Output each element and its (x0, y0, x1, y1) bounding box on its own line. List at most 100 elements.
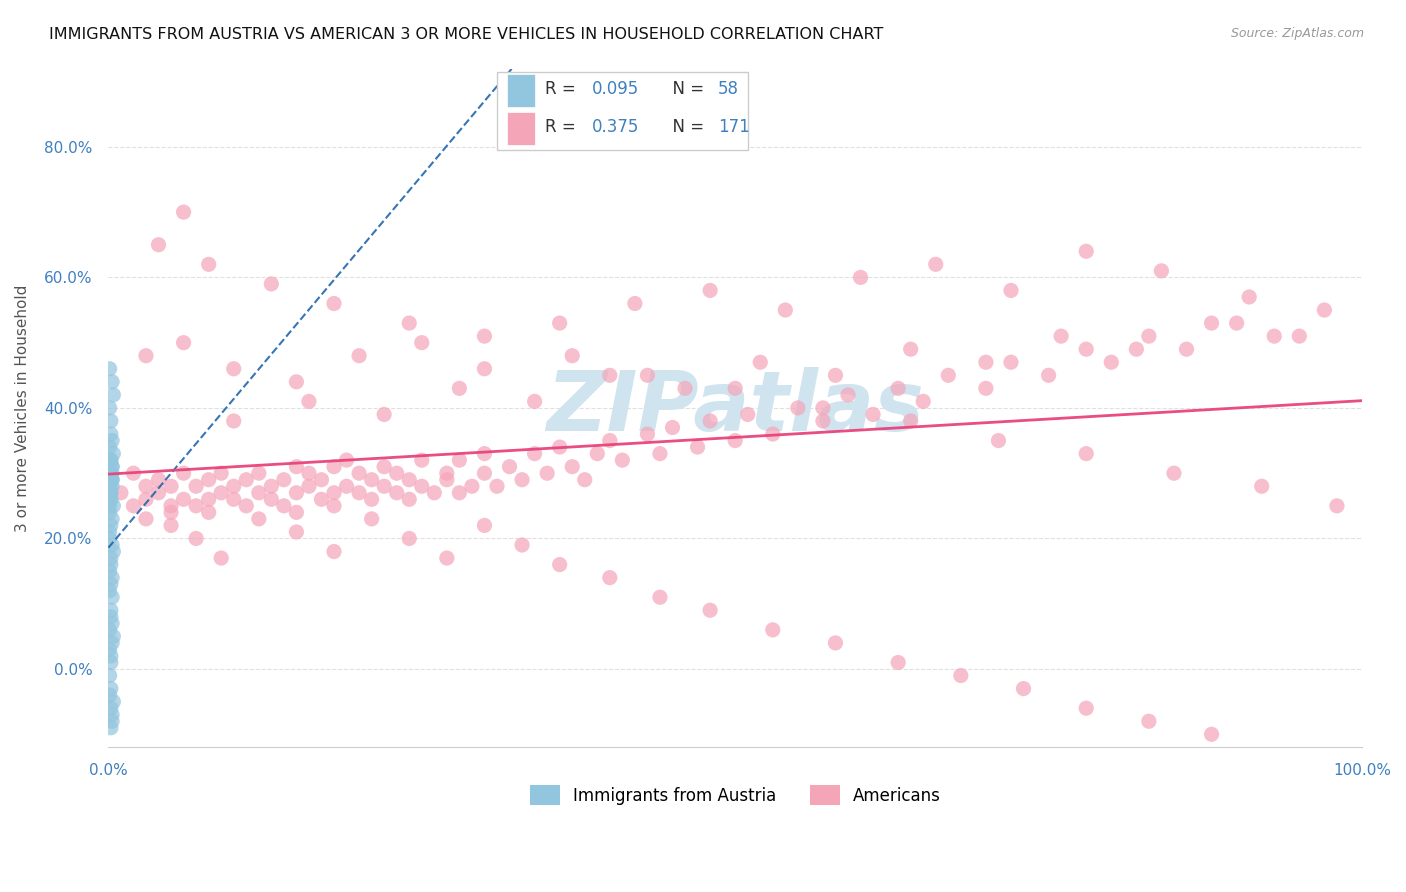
Text: 58: 58 (717, 80, 738, 98)
Point (101, 375, 124, 389)
Point (197, 473, 219, 487)
Point (323, 544, 346, 558)
Point (100, 492, 122, 507)
Point (561, 349, 583, 363)
Point (398, 473, 420, 487)
Point (648, 591, 671, 605)
Point (360, 492, 382, 507)
Point (1150, 264, 1173, 278)
Point (335, 479, 357, 493)
Point (209, 485, 232, 500)
Point (101, 466, 124, 480)
Point (474, 518, 496, 533)
Point (510, 473, 533, 487)
Point (699, 603, 721, 617)
Point (1012, 681, 1035, 696)
Point (661, 420, 683, 434)
Point (197, 492, 219, 507)
Point (599, 368, 621, 383)
Point (273, 499, 295, 513)
Point (100, 558, 122, 572)
Point (411, 335, 433, 350)
Point (98, 642, 121, 657)
Point (624, 296, 647, 310)
Point (260, 479, 283, 493)
Point (148, 237, 170, 252)
Point (1201, 316, 1223, 330)
Point (737, 408, 759, 422)
Point (247, 512, 270, 526)
Point (98, 401, 121, 415)
Point (100, 701, 122, 715)
Point (1288, 329, 1310, 343)
Point (122, 499, 145, 513)
Point (974, 355, 997, 369)
Point (323, 499, 346, 513)
Point (436, 551, 458, 566)
Point (98, 479, 121, 493)
Point (98, 583, 121, 598)
Point (699, 284, 721, 298)
Point (373, 408, 395, 422)
Point (98, 440, 121, 454)
Point (449, 453, 471, 467)
Point (900, 414, 922, 428)
Point (101, 512, 124, 526)
Point (1137, 329, 1160, 343)
Point (636, 368, 658, 383)
Point (323, 485, 346, 500)
Point (100, 551, 122, 566)
Point (197, 505, 219, 519)
Point (184, 479, 207, 493)
Point (101, 473, 124, 487)
Point (103, 629, 125, 643)
Point (360, 473, 382, 487)
Point (510, 538, 533, 552)
Point (148, 485, 170, 500)
Point (1250, 479, 1272, 493)
Point (862, 408, 884, 422)
Text: R =: R = (544, 119, 581, 136)
Point (373, 459, 395, 474)
Point (135, 349, 157, 363)
Point (1000, 284, 1022, 298)
Point (1050, 329, 1073, 343)
Text: IMMIGRANTS FROM AUSTRIA VS AMERICAN 3 OR MORE VEHICLES IN HOUSEHOLD CORRELATION : IMMIGRANTS FROM AUSTRIA VS AMERICAN 3 OR… (49, 27, 883, 42)
Point (474, 447, 496, 461)
Point (100, 603, 122, 617)
Point (461, 479, 484, 493)
Point (398, 492, 420, 507)
Point (385, 466, 408, 480)
Point (1076, 701, 1098, 715)
Point (1263, 329, 1285, 343)
Point (298, 479, 321, 493)
Text: 0.095: 0.095 (592, 80, 640, 98)
Point (98, 485, 121, 500)
Point (222, 414, 245, 428)
Point (900, 342, 922, 356)
Point (837, 388, 859, 402)
Point (100, 518, 122, 533)
Point (423, 485, 446, 500)
Point (173, 466, 195, 480)
Point (411, 453, 433, 467)
Point (285, 485, 308, 500)
Point (101, 636, 124, 650)
Y-axis label: 3 or more Vehicles in Household: 3 or more Vehicles in Household (15, 285, 30, 532)
Point (273, 473, 295, 487)
Point (436, 466, 458, 480)
Point (298, 394, 321, 409)
Point (887, 656, 910, 670)
Point (100, 473, 122, 487)
FancyBboxPatch shape (496, 72, 748, 150)
Point (100, 485, 122, 500)
Point (100, 485, 122, 500)
Point (173, 492, 195, 507)
Point (101, 434, 124, 448)
Point (285, 505, 308, 519)
Legend: Immigrants from Austria, Americans: Immigrants from Austria, Americans (522, 777, 949, 814)
Point (101, 707, 124, 722)
Point (135, 512, 157, 526)
Point (311, 492, 333, 507)
Point (1226, 316, 1249, 330)
